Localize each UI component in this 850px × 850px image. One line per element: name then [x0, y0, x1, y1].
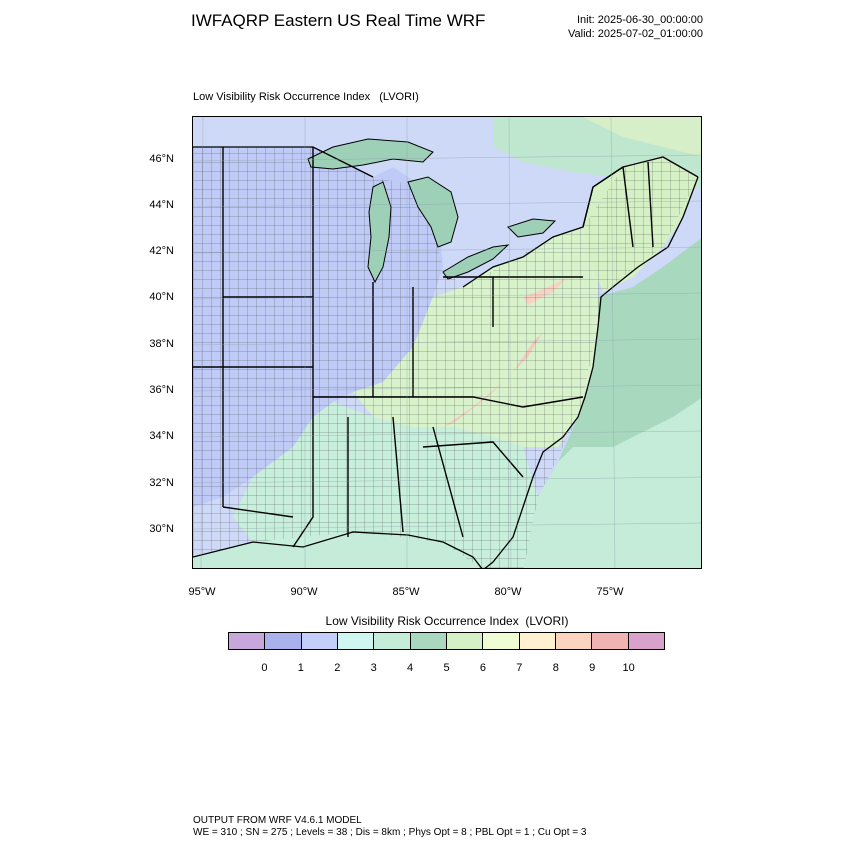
colorbar-box-9 — [555, 633, 593, 649]
colorbar-box-8 — [519, 633, 556, 649]
colorbar-box-0 — [229, 633, 266, 649]
colorbar-label-10: 10 — [622, 662, 635, 674]
lake-erie — [442, 244, 510, 280]
lat-label-34n: 34°N — [149, 430, 174, 442]
lat-label-38n: 38°N — [149, 338, 174, 350]
lake-ontario — [507, 218, 557, 238]
colorbar-label-5: 5 — [443, 662, 450, 674]
colorbar-label-8: 8 — [552, 662, 559, 674]
colorbar-label-3: 3 — [370, 662, 377, 674]
colorbar-label-4: 4 — [407, 662, 414, 674]
colorbar-title: Low Visibility Risk Occurrence Index (LV… — [325, 614, 569, 628]
model-info-footer: OUTPUT FROM WRF V4.6.1 MODEL WE = 310 ; … — [193, 815, 586, 839]
colorbar-label-7: 7 — [516, 662, 523, 674]
colorbar-box-3 — [337, 633, 375, 649]
model-version: OUTPUT FROM WRF V4.6.1 MODEL — [193, 815, 362, 826]
colorbar-label-9: 9 — [589, 662, 596, 674]
gulf-coastline — [193, 531, 483, 568]
coastal-ocean — [523, 398, 701, 568]
canada-border — [193, 146, 699, 288]
east-coastline — [484, 176, 699, 568]
lat-label-30n: 30°N — [149, 523, 174, 535]
lat-label-42n: 42°N — [149, 245, 174, 257]
lon-label-90w: 90°W — [290, 586, 318, 598]
colorbar-label-6: 6 — [479, 662, 486, 674]
main-title: IWFAQRP Eastern US Real Time WRF — [191, 11, 486, 30]
lon-label-95w: 95°W — [188, 586, 216, 598]
lat-label-46n: 46°N — [149, 153, 174, 165]
lvori-map — [193, 117, 701, 568]
colorbar-label-0: 0 — [261, 662, 268, 674]
graticule — [193, 117, 701, 568]
lat-label-32n: 32°N — [149, 477, 174, 489]
map-subtitle: Low Visibility Risk Occurrence Index (LV… — [193, 91, 419, 103]
colorbar-box-11 — [628, 633, 664, 649]
colorbar-label-2: 2 — [334, 662, 341, 674]
county-boundaries — [193, 147, 698, 568]
colorbar-box-2 — [301, 633, 338, 649]
colorbar-box-1 — [265, 633, 302, 649]
colorbar-label-1: 1 — [297, 662, 304, 674]
model-config: WE = 310 ; SN = 275 ; Levels = 38 ; Dis … — [193, 827, 587, 838]
colorbar-box-4 — [374, 633, 411, 649]
gulf-of-mexico — [193, 532, 482, 568]
colorbar-box-7 — [483, 633, 520, 649]
quebec-region — [583, 117, 701, 157]
valid-time: Valid: 2025-07-02_01:00:00 — [568, 28, 703, 40]
init-time: Init: 2025-06-30_00:00:00 — [577, 14, 703, 26]
lat-label-36n: 36°N — [149, 384, 174, 396]
colorbar — [228, 632, 665, 650]
lake-michigan — [367, 181, 392, 284]
colorbar-box-6 — [446, 633, 484, 649]
lake-superior — [307, 138, 434, 170]
lon-label-85w: 85°W — [392, 586, 420, 598]
lat-label-40n: 40°N — [149, 291, 174, 303]
map-panel — [192, 116, 702, 569]
colorbar-box-10 — [592, 633, 629, 649]
lat-label-44n: 44°N — [149, 199, 174, 211]
lake-huron — [407, 176, 459, 248]
lon-label-75w: 75°W — [596, 586, 624, 598]
colorbar-box-5 — [410, 633, 447, 649]
lon-label-80w: 80°W — [494, 586, 522, 598]
init-valid-times: Init: 2025-06-30_00:00:00 Valid: 2025-07… — [520, 13, 703, 41]
